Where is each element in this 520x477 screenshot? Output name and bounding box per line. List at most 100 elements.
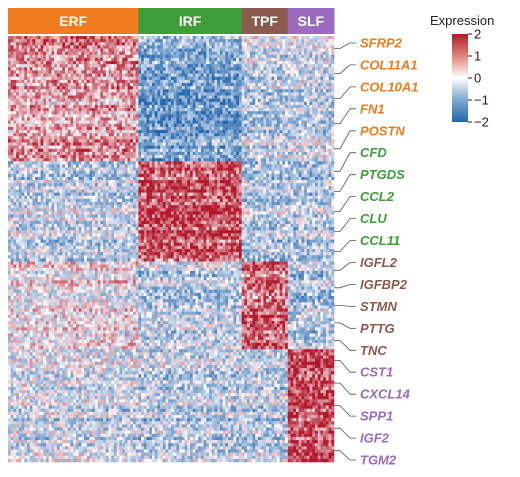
heatmap-cell	[198, 145, 202, 150]
heatmap-cell	[187, 117, 191, 121]
heatmap-cell	[160, 133, 164, 137]
heatmap-cell	[59, 51, 63, 56]
heatmap-cell	[113, 42, 117, 46]
heatmap-cell	[149, 82, 153, 87]
heatmap-cell	[257, 92, 261, 96]
heatmap-cell	[32, 158, 36, 162]
heatmap-cell	[165, 111, 169, 115]
heatmap-cell	[306, 67, 310, 71]
heatmap-cell	[73, 136, 77, 140]
heatmap-cell	[323, 73, 327, 78]
heatmap-cell	[263, 95, 267, 99]
heatmap-cell	[328, 117, 332, 121]
heatmap-cell	[86, 101, 90, 106]
heatmap-cell	[81, 104, 85, 109]
heatmap-cell	[320, 36, 324, 40]
heatmap-cell	[157, 145, 161, 150]
heatmap-cell	[301, 76, 305, 81]
heatmap-cell	[192, 142, 196, 146]
heatmap-cell	[119, 61, 123, 65]
heatmap-cell	[32, 133, 36, 137]
heatmap-cell	[43, 51, 47, 56]
heatmap-cell	[100, 70, 104, 74]
heatmap-cell	[179, 51, 183, 56]
heatmap-cell	[238, 95, 242, 99]
heatmap-cell	[168, 142, 172, 146]
heatmap-cell	[157, 136, 161, 140]
heatmap-cell	[328, 54, 332, 59]
heatmap-cell	[8, 101, 12, 106]
heatmap-cell	[29, 42, 33, 46]
heatmap-cell	[89, 148, 93, 153]
heatmap-cell	[29, 158, 33, 162]
heatmap-cell	[138, 48, 142, 52]
heatmap-cell	[73, 111, 77, 115]
heatmap-cell	[154, 64, 158, 68]
heatmap-cell	[276, 101, 280, 106]
heatmap-cell	[214, 48, 218, 52]
heatmap-cell	[271, 136, 275, 140]
heatmap-cell	[184, 108, 188, 112]
heatmap-cell	[84, 108, 88, 112]
heatmap-cell	[62, 51, 66, 56]
heatmap-cell	[219, 82, 223, 87]
heatmap-cell	[301, 148, 305, 153]
heatmap-cell	[103, 42, 107, 46]
heatmap-cell	[314, 136, 318, 140]
heatmap-cell	[306, 120, 310, 124]
heatmap-cell	[37, 89, 41, 93]
heatmap-cell	[173, 164, 177, 168]
heatmap-cell	[65, 61, 69, 65]
heatmap-cell	[295, 155, 299, 159]
heatmap-cell	[130, 70, 134, 74]
heatmap-cell	[238, 136, 242, 140]
heatmap-cell	[282, 136, 286, 140]
heatmap-cell	[222, 136, 226, 140]
heatmap-cell	[328, 86, 332, 90]
heatmap-cell	[16, 111, 20, 115]
heatmap-cell	[195, 120, 199, 124]
heatmap-cell	[54, 129, 58, 134]
heatmap-cell	[67, 48, 71, 52]
heatmap-cell	[100, 98, 104, 103]
heatmap-cell	[124, 95, 128, 99]
heatmap-cell	[10, 89, 14, 93]
heatmap-cell	[301, 120, 305, 124]
heatmap-cell	[276, 148, 280, 153]
heatmap-cell	[89, 123, 93, 128]
heatmap-cell	[151, 61, 155, 65]
heatmap-cell	[67, 82, 71, 87]
heatmap-cell	[157, 95, 161, 99]
heatmap-cell	[187, 145, 191, 150]
heatmap-cell	[116, 111, 120, 115]
heatmap-cell	[160, 104, 164, 109]
heatmap-cell	[274, 54, 278, 59]
heatmap-cell	[108, 70, 112, 74]
heatmap-cell	[157, 98, 161, 103]
heatmap-cell	[287, 108, 291, 112]
heatmap-cell	[162, 151, 166, 156]
heatmap-cell	[306, 76, 310, 81]
heatmap-cell	[40, 142, 44, 146]
heatmap-cell	[233, 51, 237, 56]
heatmap-cell	[214, 161, 218, 165]
heatmap-cell	[312, 111, 316, 115]
heatmap-cell	[56, 82, 60, 87]
heatmap-cell	[260, 111, 264, 115]
heatmap-cell	[89, 73, 93, 78]
heatmap-cell	[287, 101, 291, 106]
heatmap-cell	[255, 76, 259, 81]
heatmap-cell	[62, 64, 66, 68]
heatmap-cell	[219, 76, 223, 81]
heatmap-cell	[105, 129, 109, 134]
heatmap-cell	[168, 161, 172, 165]
heatmap-cell	[122, 120, 126, 124]
heatmap-cell	[160, 136, 164, 140]
heatmap-cell	[89, 98, 93, 103]
heatmap-cell	[81, 95, 85, 99]
heatmap-cell	[151, 158, 155, 162]
heatmap-cell	[263, 79, 267, 84]
heatmap-cell	[171, 104, 175, 109]
heatmap-cell	[187, 73, 191, 78]
heatmap-cell	[282, 51, 286, 56]
